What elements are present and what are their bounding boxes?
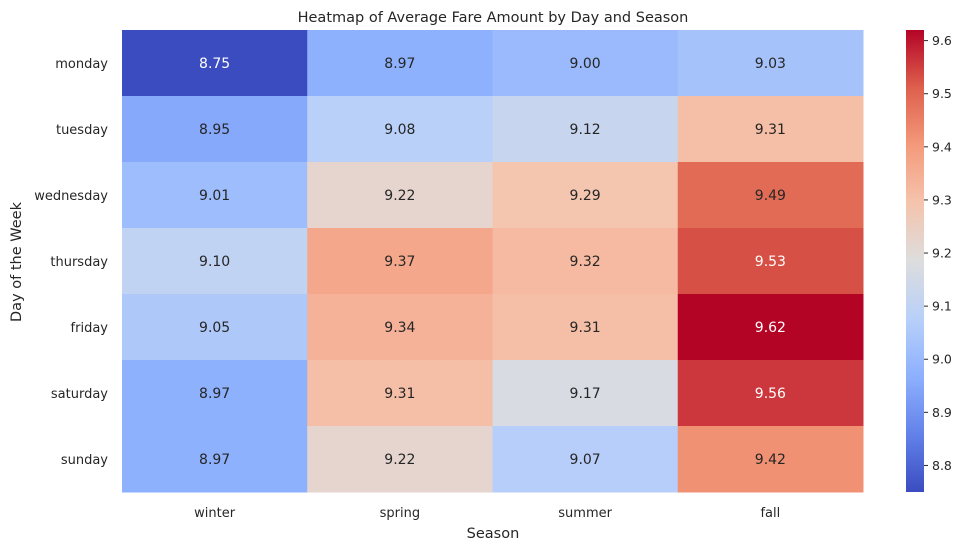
heatmap-cell xyxy=(492,30,679,97)
cell-value-label: 9.17 xyxy=(570,386,601,402)
heatmap-cell xyxy=(677,162,864,229)
heatmap-cell xyxy=(122,228,308,295)
cell-value-label: 9.22 xyxy=(384,452,415,468)
cell-value-label: 9.05 xyxy=(199,320,230,336)
heatmap-cell xyxy=(492,228,679,295)
y-tick-label: friday xyxy=(71,321,109,336)
heatmap-cell xyxy=(307,294,493,361)
y-tick-label: monday xyxy=(55,57,108,72)
heatmap-cell xyxy=(492,360,679,427)
cell-value-label: 9.01 xyxy=(199,188,230,204)
heatmap-cell xyxy=(492,426,679,493)
x-axis-label: Season xyxy=(467,526,520,542)
x-tick-label: summer xyxy=(558,506,612,521)
heatmap-cell xyxy=(122,426,308,493)
cell-value-label: 9.32 xyxy=(570,254,601,270)
colorbar-tick-label: 9.0 xyxy=(932,352,952,367)
cell-value-label: 9.62 xyxy=(755,320,786,336)
colorbar-tick-label: 8.8 xyxy=(932,458,952,473)
heatmap-cell xyxy=(307,228,493,295)
cell-value-label: 9.00 xyxy=(570,56,601,72)
heatmap-cell xyxy=(122,360,308,427)
y-tick-label: tuesday xyxy=(56,123,108,138)
cell-value-label: 9.12 xyxy=(570,122,601,138)
heatmap-cell xyxy=(307,30,493,97)
heatmap-cell xyxy=(307,360,493,427)
cell-value-label: 9.31 xyxy=(570,320,601,336)
cell-value-label: 8.97 xyxy=(384,56,415,72)
x-tick-label: spring xyxy=(380,506,420,521)
cell-value-label: 9.22 xyxy=(384,188,415,204)
cell-value-label: 9.42 xyxy=(755,452,786,468)
heatmap-cell xyxy=(677,228,864,295)
cell-value-label: 9.10 xyxy=(199,254,230,270)
cell-value-label: 9.31 xyxy=(384,386,415,402)
x-tick-label: fall xyxy=(760,506,780,521)
cell-value-label: 9.37 xyxy=(384,254,415,270)
colorbar-tick-label: 9.1 xyxy=(932,299,952,314)
cell-value-label: 9.29 xyxy=(570,188,601,204)
cell-value-label: 9.56 xyxy=(755,386,786,402)
y-tick-label: sunday xyxy=(61,453,108,468)
heatmap-cell xyxy=(677,30,864,97)
chart-title: Heatmap of Average Fare Amount by Day an… xyxy=(298,10,689,26)
y-tick-label: wednesday xyxy=(34,189,108,204)
heatmap-cell xyxy=(677,96,864,163)
cell-value-label: 9.53 xyxy=(755,254,786,270)
colorbar-tick-label: 9.4 xyxy=(932,139,952,154)
cell-value-label: 9.03 xyxy=(755,56,786,72)
heatmap-cell xyxy=(307,426,493,493)
heatmap-cells xyxy=(122,30,864,493)
colorbar-tick-label: 8.9 xyxy=(932,405,952,420)
heatmap-cell-labels: 8.75 8.97 9.00 9.03 8.95 9.08 9.12 9.31 9.01 9.22… xyxy=(199,56,786,468)
cell-value-label: 9.07 xyxy=(570,452,601,468)
colorbar-tick-label: 9.6 xyxy=(932,33,952,48)
cell-value-label: 9.34 xyxy=(384,320,415,336)
colorbar-tick-label: 9.5 xyxy=(932,86,952,101)
heatmap-cell xyxy=(677,294,864,361)
colorbar xyxy=(906,30,924,492)
cell-value-label: 8.97 xyxy=(199,452,230,468)
heatmap-cell xyxy=(122,162,308,229)
cell-value-label: 9.49 xyxy=(755,188,786,204)
heatmap-cell xyxy=(307,162,493,229)
colorbar-tick-label: 9.3 xyxy=(932,192,952,207)
y-tick-label: thursday xyxy=(50,255,108,270)
cell-value-label: 9.08 xyxy=(384,122,415,138)
heatmap-cell xyxy=(492,162,679,229)
y-axis-ticks: monday tuesday wednesday thursday friday satu… xyxy=(34,57,108,468)
heatmap-cell xyxy=(122,294,308,361)
colorbar-tick-label: 9.2 xyxy=(932,246,952,261)
heatmap-cell xyxy=(677,360,864,427)
colorbar-ticks: 8.8 8.9 9.0 9.1 9.2 9.3 9.4 9.5 9.6 xyxy=(924,33,952,473)
cell-value-label: 8.97 xyxy=(199,386,230,402)
heatmap-cell xyxy=(677,426,864,493)
cell-value-label: 9.31 xyxy=(755,122,786,138)
heatmap-cell xyxy=(122,96,308,163)
y-tick-label: saturday xyxy=(51,387,108,402)
heatmap-cell xyxy=(492,96,679,163)
heatmap-cell xyxy=(122,30,308,97)
heatmap-cell xyxy=(492,294,679,361)
heatmap-cell xyxy=(307,96,493,163)
x-axis-ticks: winter spring summer fall xyxy=(194,506,780,521)
y-axis-label: Day of the Week xyxy=(9,201,25,322)
cell-value-label: 8.95 xyxy=(199,122,230,138)
x-tick-label: winter xyxy=(194,506,236,521)
cell-value-label: 8.75 xyxy=(199,56,230,72)
